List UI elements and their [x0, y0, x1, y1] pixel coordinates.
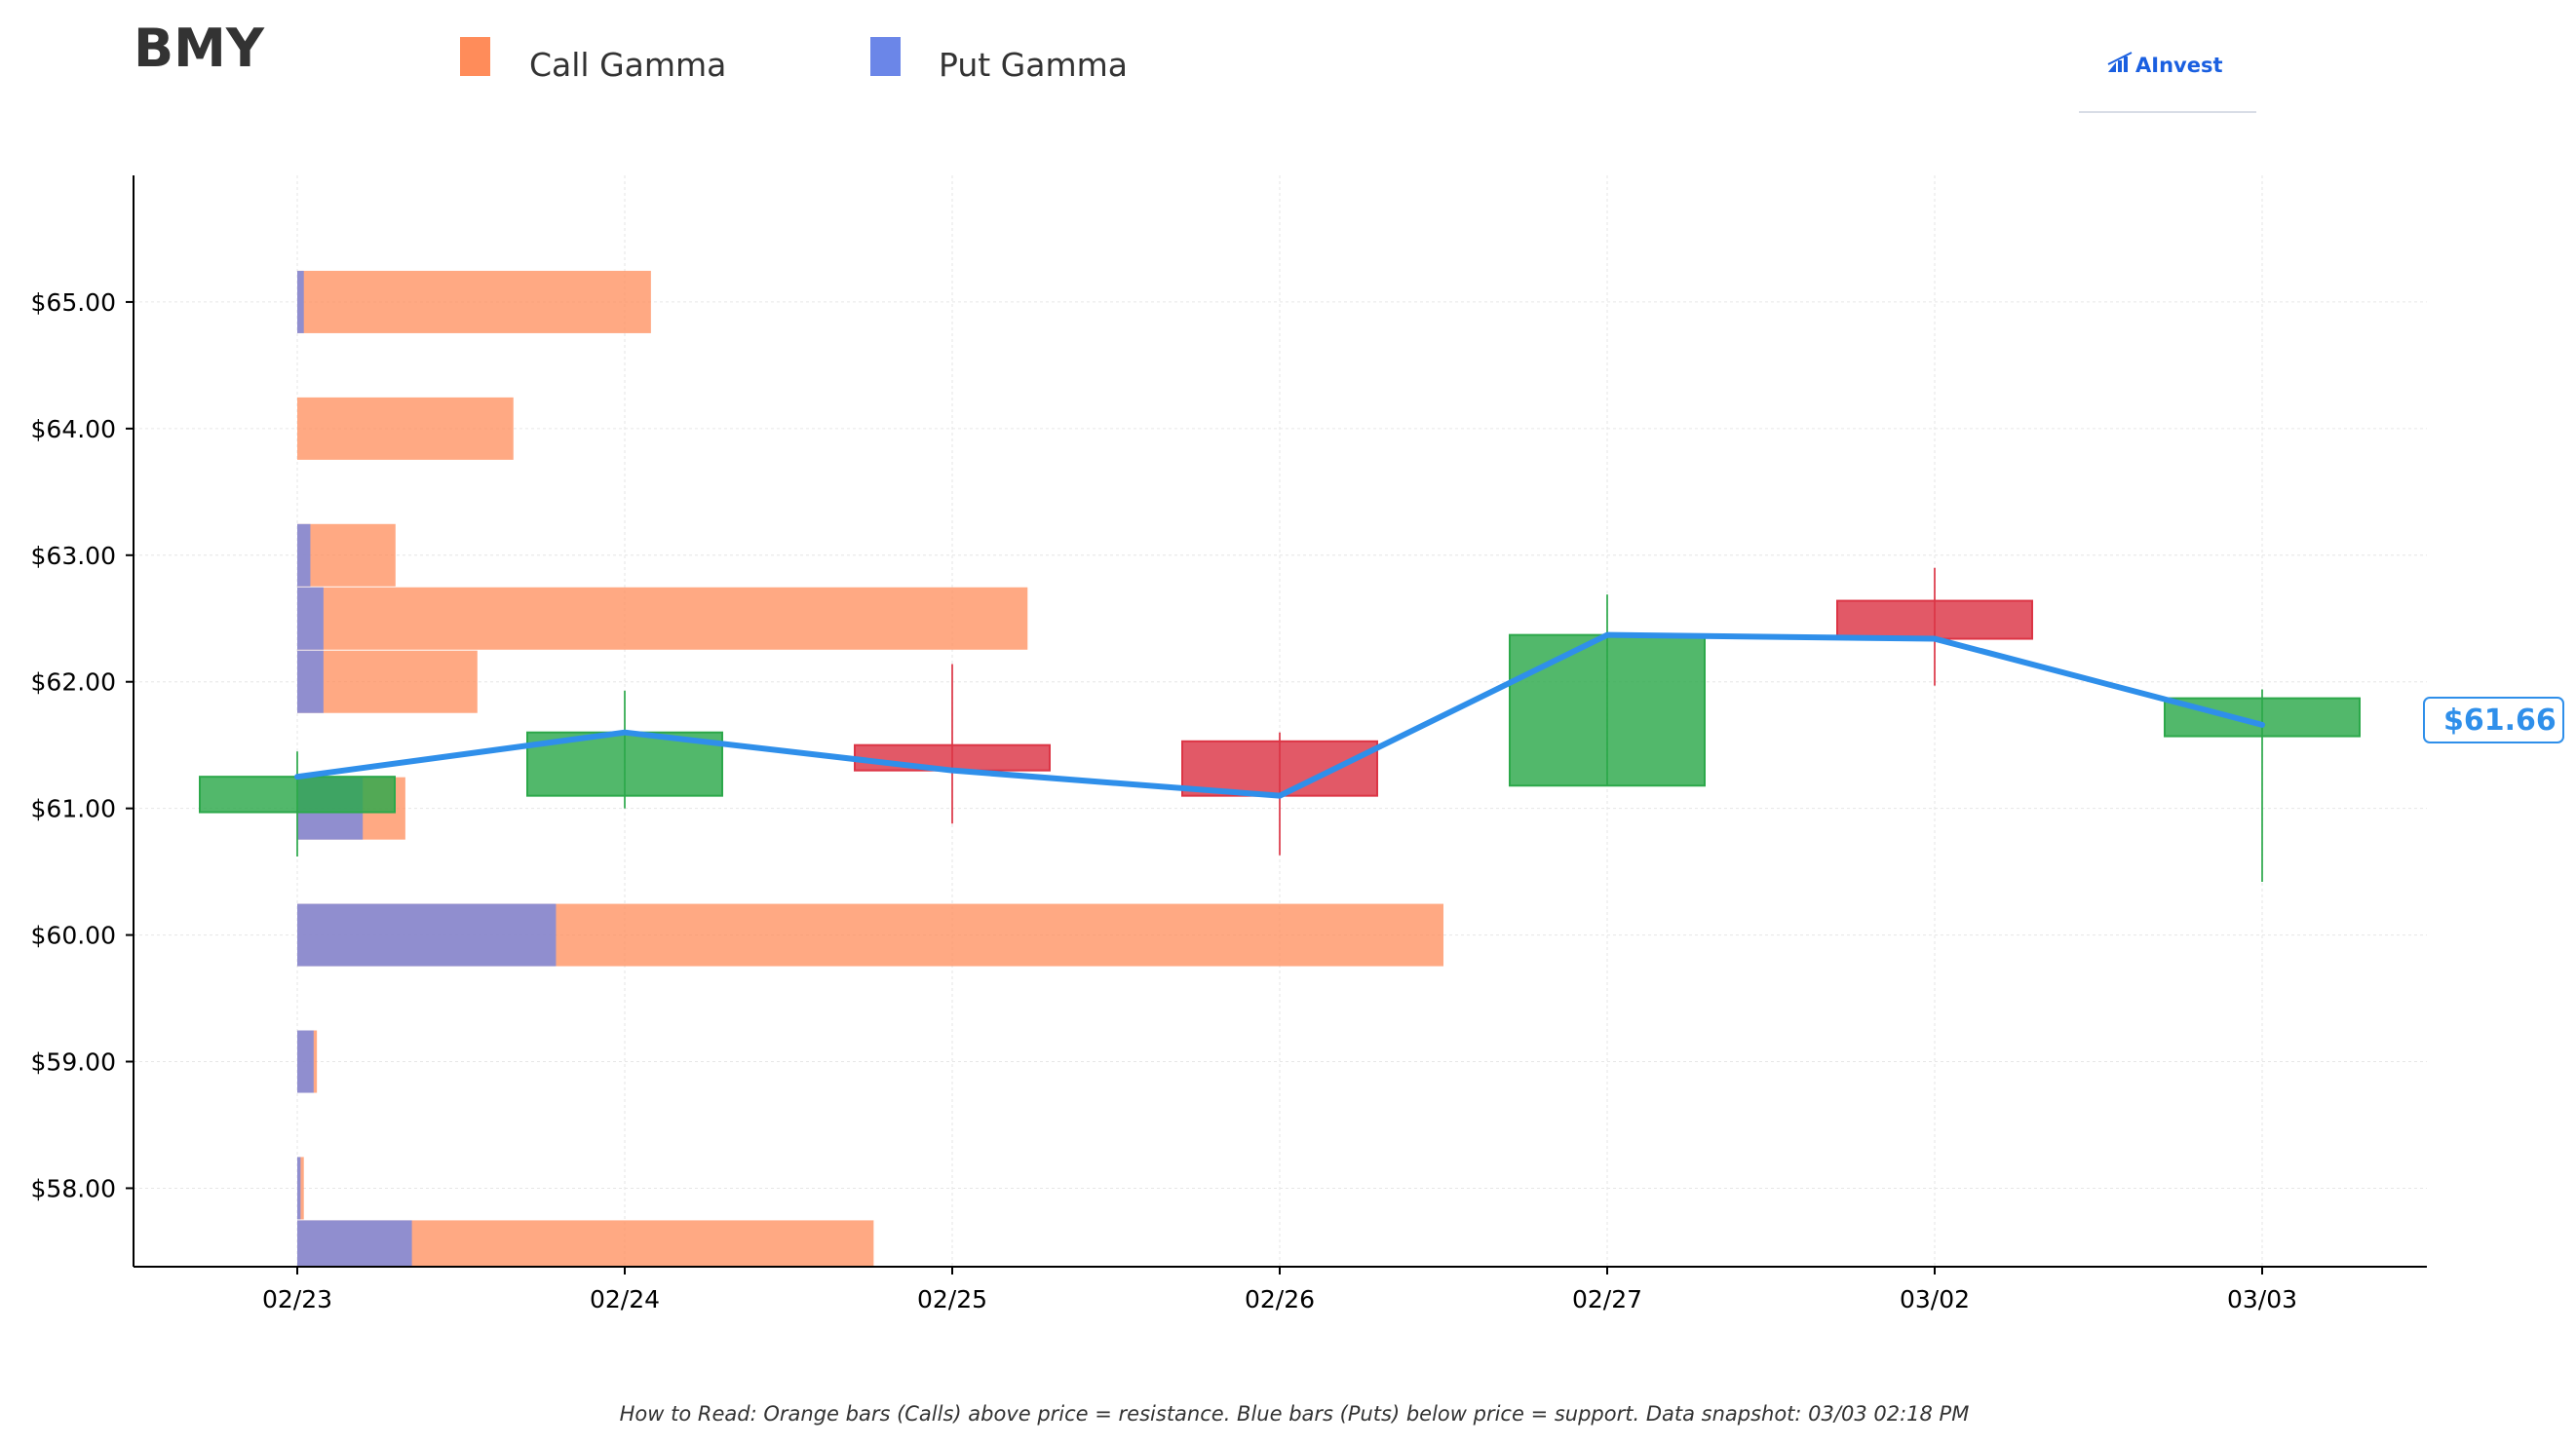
legend-label-put: Put Gamma: [939, 46, 1128, 84]
y-tick-label: $65.00: [31, 288, 116, 317]
call-gamma-bar: [297, 587, 1028, 650]
candle-body: [1509, 633, 1706, 787]
legend-swatch-put: [870, 37, 901, 76]
last-price-badge: $61.66: [2423, 697, 2564, 743]
tick-labels: $58.00 $59.00 $60.00 $61.00 $62.00 $63.00 $64.…: [31, 288, 2298, 1313]
candle-body: [199, 776, 396, 814]
brand-logo[interactable]: AInvest: [2079, 52, 2256, 113]
footnote: How to Read: Orange bars (Calls) above p…: [620, 1402, 1970, 1426]
x-tick-label: 02/23: [262, 1285, 332, 1313]
legend-label-call: Call Gamma: [529, 46, 726, 84]
x-tick-label: 02/24: [590, 1285, 660, 1313]
x-tick-label: 02/26: [1245, 1285, 1315, 1313]
put-gamma-bar: [297, 1157, 301, 1220]
y-tick-label: $58.00: [31, 1174, 116, 1202]
candles: [199, 567, 2361, 883]
gamma-bars: [297, 270, 1443, 1267]
put-gamma-bar: [297, 523, 311, 587]
brand-name: AInvest: [2135, 54, 2223, 77]
y-tick-label: $60.00: [31, 922, 116, 950]
candle-body: [1836, 599, 2033, 640]
call-gamma-bar: [297, 650, 478, 713]
candle-body: [854, 743, 1051, 772]
y-tick-label: $61.00: [31, 795, 116, 823]
price-line: [294, 631, 2265, 799]
grid-layer: [134, 175, 2427, 1267]
y-tick-label: $62.00: [31, 668, 116, 697]
x-tick-label: 03/02: [1900, 1285, 1970, 1313]
y-tick-label: $59.00: [31, 1048, 116, 1077]
call-gamma-bar: [297, 523, 396, 587]
last-price-label: $61.66: [2443, 704, 2557, 738]
put-gamma-bar: [297, 1030, 314, 1093]
ticker-title: BMY: [134, 18, 265, 79]
price-line-layer: [294, 631, 2265, 799]
candle-body: [2164, 697, 2361, 738]
put-gamma-bar: [297, 903, 557, 967]
call-gamma-bar: [297, 397, 514, 460]
put-gamma-bar: [297, 270, 304, 333]
last-price-box: [2423, 697, 2564, 743]
y-tick-label: $64.00: [31, 415, 116, 443]
put-gamma-bar: [297, 1220, 412, 1267]
y-tick-label: $63.00: [31, 542, 116, 570]
x-tick-label: 02/27: [1572, 1285, 1642, 1313]
x-tick-label: 03/03: [2227, 1285, 2297, 1313]
chart-logo-icon: [2107, 52, 2133, 72]
legend-swatch-call: [460, 37, 490, 76]
legend: Call Gamma Put Gamma: [460, 37, 1128, 84]
put-gamma-bar: [297, 650, 324, 713]
call-gamma-bar: [297, 270, 651, 333]
x-tick-label: 02/25: [917, 1285, 987, 1313]
put-gamma-bar: [297, 587, 324, 650]
candle-body: [1181, 740, 1378, 797]
